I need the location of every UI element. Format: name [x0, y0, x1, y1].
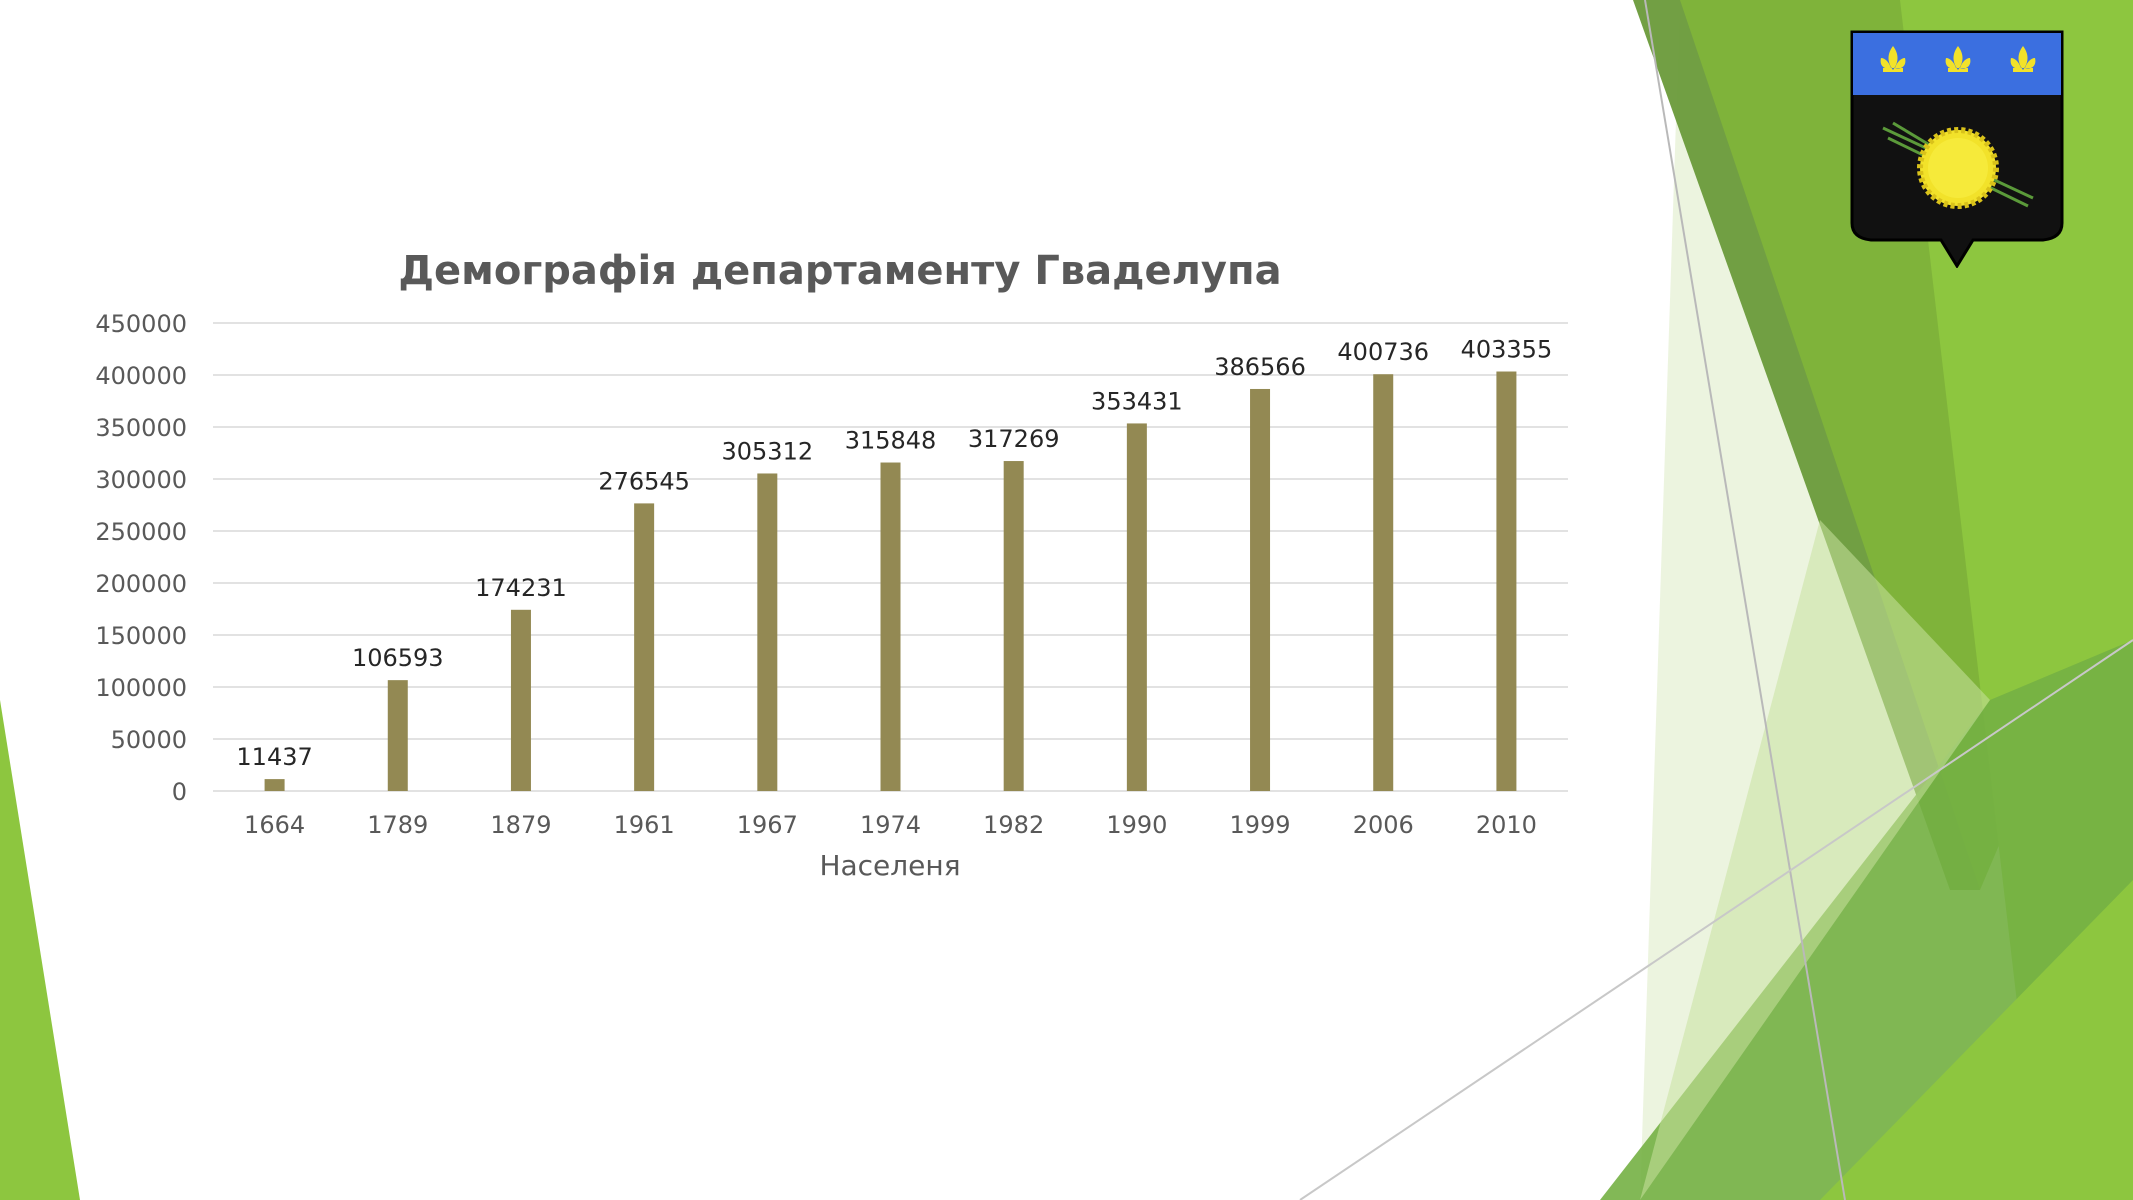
x-tick-label: 2006: [1353, 811, 1414, 839]
y-tick-label: 450000: [95, 310, 187, 338]
x-tick-label: 1664: [244, 811, 305, 839]
data-label: 386566: [1214, 353, 1306, 381]
y-tick-label: 300000: [95, 466, 187, 494]
fleur-de-lis-icon: [1880, 46, 2036, 72]
left-green-wedge: [0, 700, 80, 1200]
chart-title: Демографія департаменту Гваделупа: [398, 248, 1281, 294]
x-tick-label: 1961: [614, 811, 675, 839]
bar: [1373, 374, 1394, 791]
bar: [757, 473, 778, 791]
x-tick-label: 2010: [1476, 811, 1537, 839]
x-axis-title: Населеня: [819, 849, 960, 882]
data-label: 317269: [968, 425, 1060, 453]
y-tick-label: 250000: [95, 518, 187, 546]
bar: [634, 503, 655, 791]
data-label: 305312: [722, 437, 814, 465]
bar: [264, 779, 285, 791]
data-label: 11437: [236, 743, 312, 771]
bar: [510, 609, 531, 791]
y-tick-label: 100000: [95, 674, 187, 702]
bars: [264, 371, 1517, 791]
coat-of-arms: [1850, 30, 2064, 268]
y-tick-label: 50000: [111, 726, 187, 754]
x-tick-label: 1789: [367, 811, 428, 839]
x-tick-label: 1990: [1106, 811, 1167, 839]
bar: [387, 680, 408, 791]
y-tick-label: 0: [172, 778, 187, 806]
x-tick-label: 1999: [1230, 811, 1291, 839]
right-bottom-bright: [1820, 880, 2133, 1200]
x-tick-label: 1982: [983, 811, 1044, 839]
data-label: 276545: [598, 467, 690, 495]
x-tick-label: 1879: [490, 811, 551, 839]
y-tick-label: 150000: [95, 622, 187, 650]
data-label: 353431: [1091, 387, 1183, 415]
bar: [1496, 371, 1517, 791]
sun-icon: [1917, 127, 1999, 209]
data-label: 174231: [475, 574, 567, 602]
bar: [880, 462, 901, 791]
y-axis-ticks: 0 50000 100000 150000 200000 250000 300000 3500…: [95, 310, 187, 806]
thin-diagonal-line-2: [1299, 639, 2133, 1200]
data-label: 400736: [1337, 338, 1429, 366]
data-label: 106593: [352, 644, 444, 672]
bar: [1003, 461, 1024, 791]
data-label: 315848: [845, 427, 937, 455]
data-label: 403355: [1461, 336, 1553, 364]
data-labels: 11437 106593 174231 276545 305312 315848 31726…: [236, 336, 1552, 772]
y-tick-label: 350000: [95, 414, 187, 442]
right-mid-light: [1640, 520, 1990, 1200]
y-tick-label: 200000: [95, 570, 187, 598]
x-tick-label: 1974: [860, 811, 921, 839]
x-tick-label: 1967: [737, 811, 798, 839]
x-axis-ticks: 1664 1789 1879 1961 1967 1974 1982 1990 1999 2006…: [244, 811, 1537, 839]
y-tick-label: 400000: [95, 362, 187, 390]
thin-diagonal-line-1: [1644, 0, 1846, 1200]
bar: [1126, 423, 1147, 791]
bar: [1250, 388, 1271, 791]
